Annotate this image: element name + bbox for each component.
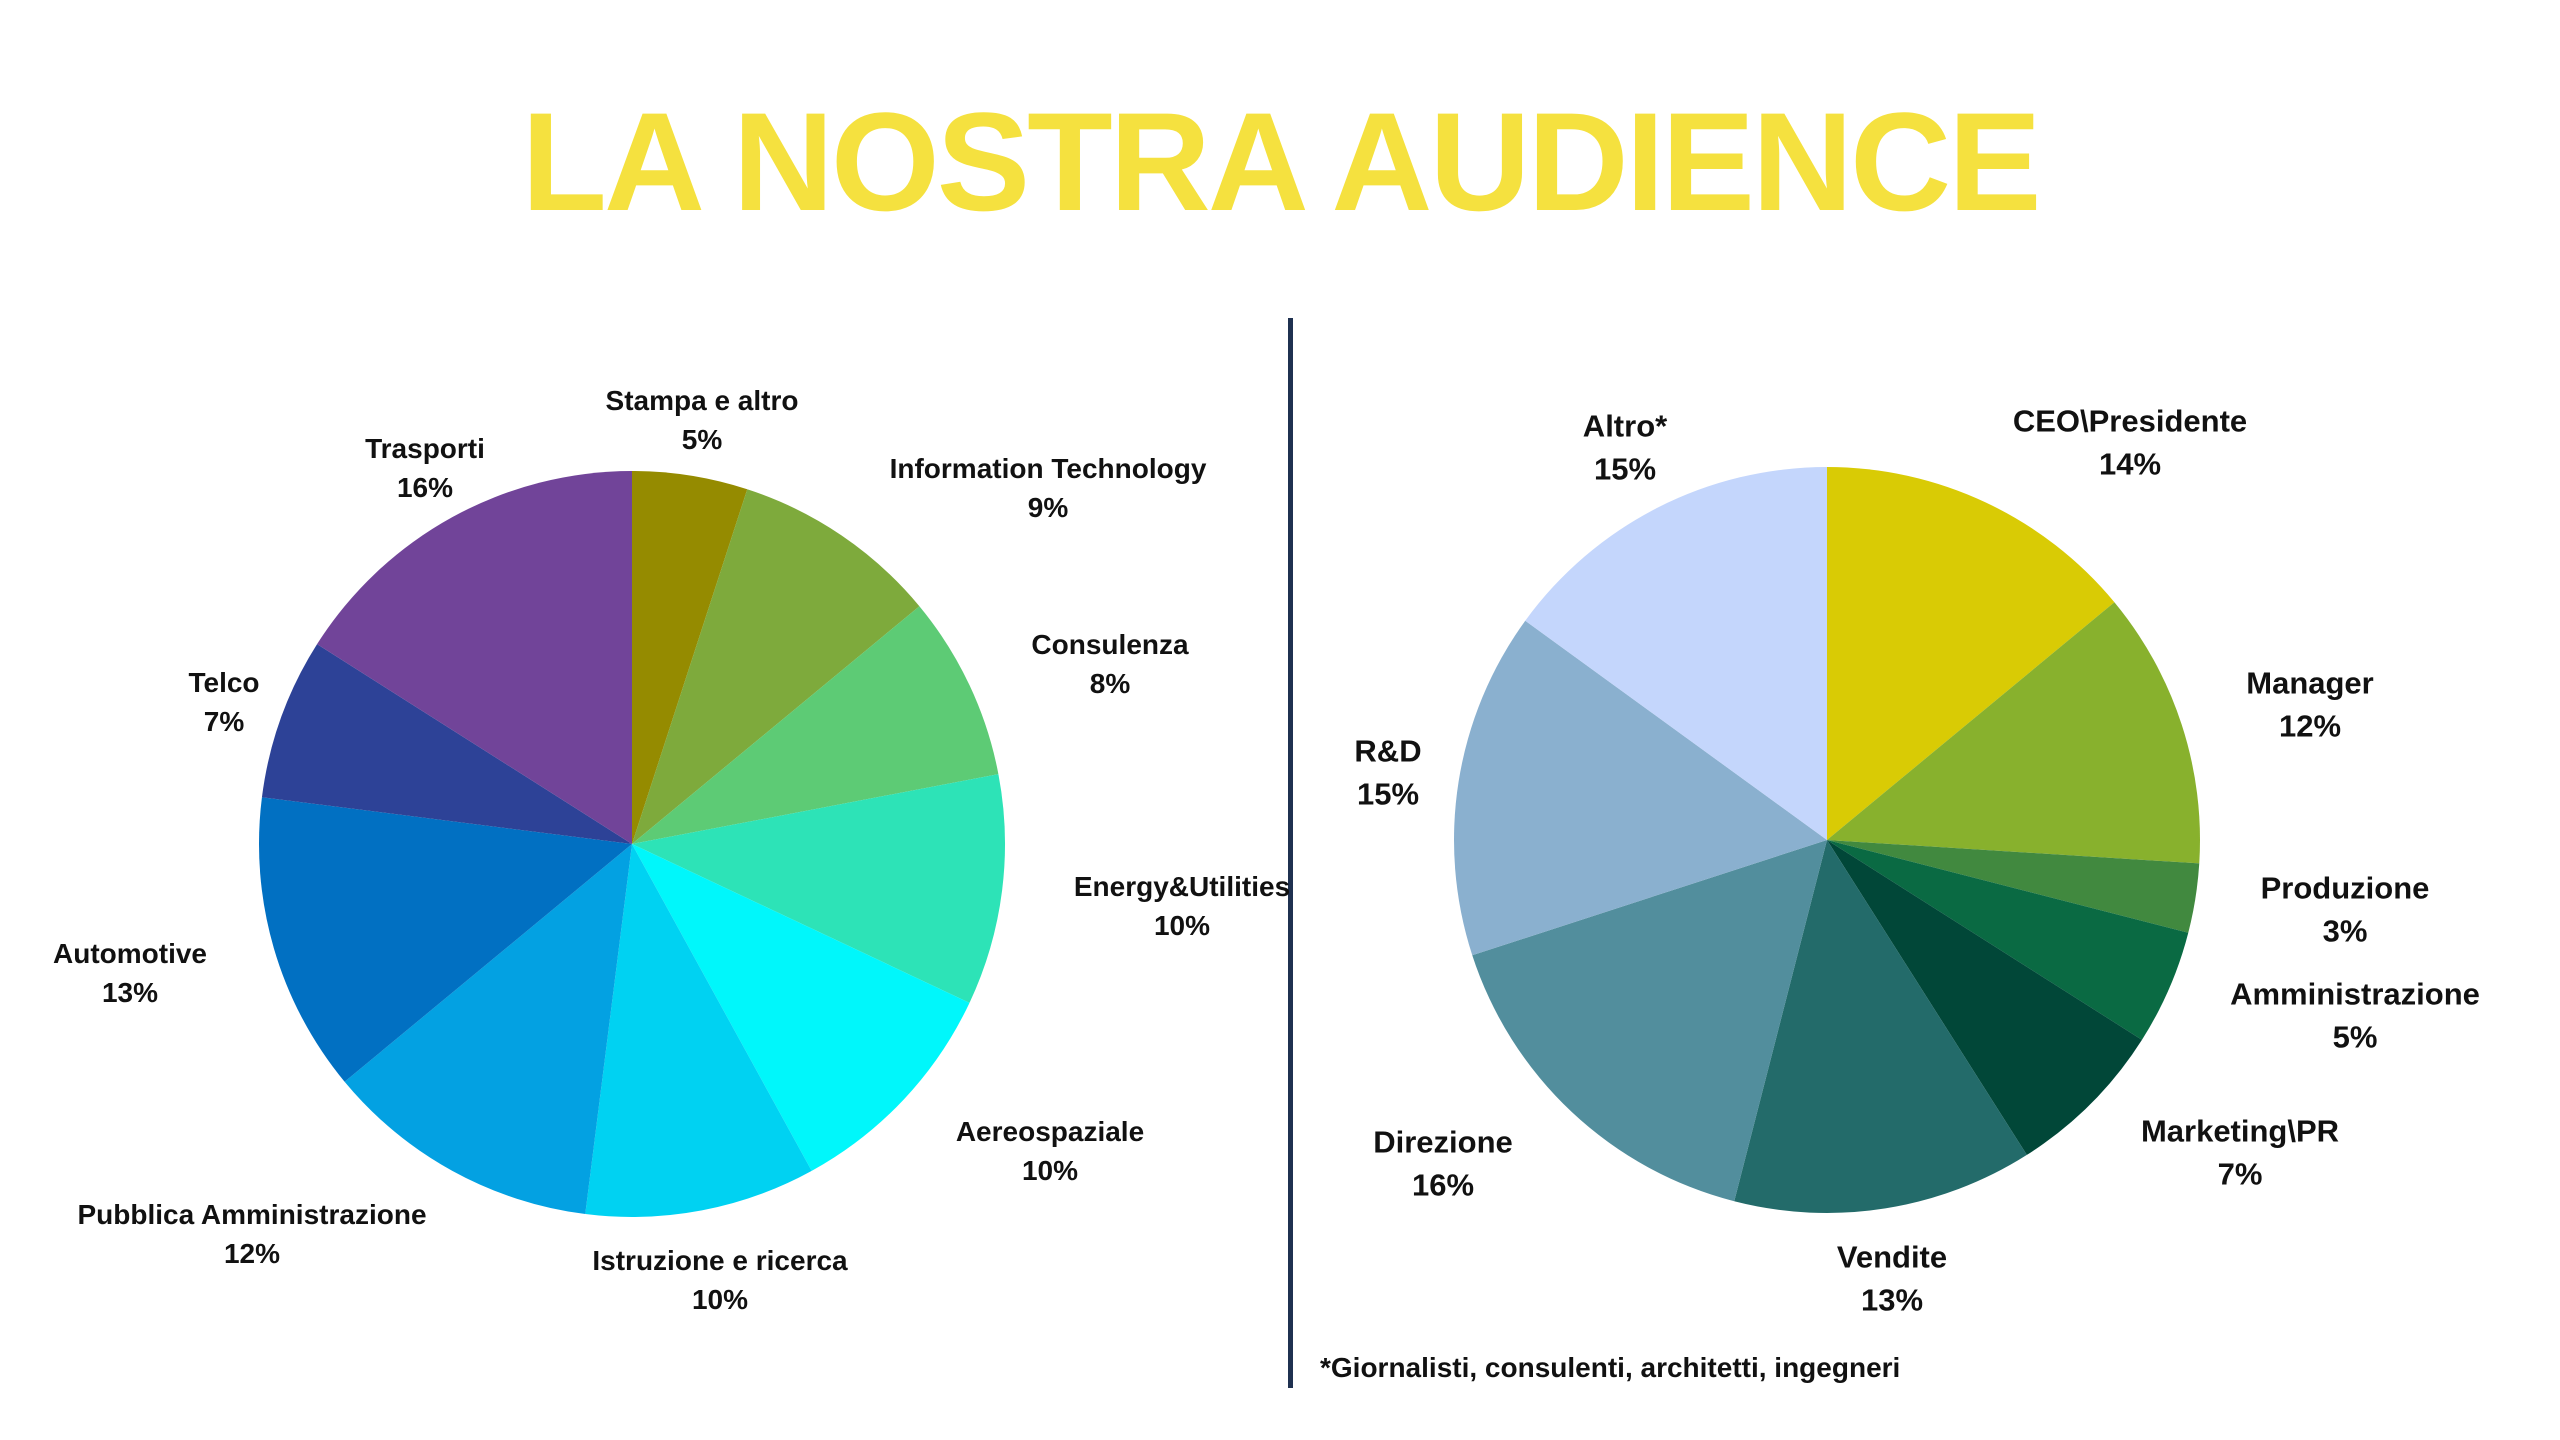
slice-label-value: 16% [396, 472, 454, 503]
pie-label: Direzione 16% [1373, 1121, 1513, 1208]
slice-label-name: Manager [2246, 665, 2374, 701]
slice-label-name: CEO\Presidente [2012, 403, 2248, 439]
pie-slice-r-d [1454, 620, 1827, 956]
slice-label-value: 7% [2217, 1157, 2263, 1192]
slice-label-value: 10% [1021, 1155, 1079, 1186]
pie-slice-ceo-presidente [1827, 467, 2115, 840]
slice-label-name: Stampa e altro [605, 384, 799, 416]
slice-label-name: Altro* [1582, 408, 1668, 444]
pie-label: CEO\Presidente 14% [2013, 400, 2247, 487]
pie-label: Energy&Utilities 10% [1074, 867, 1290, 945]
pie-slice-energy-utilities [632, 774, 1005, 1003]
slice-label-value: 9% [1027, 492, 1069, 523]
pie-slice-trasporti [317, 471, 632, 844]
pie-slice-automotive [258, 797, 632, 1082]
pie-slice-consulenza [632, 606, 999, 844]
slice-label-name: Consulenza [1031, 628, 1189, 660]
pie-label: Pubblica Amministrazione 12% [77, 1195, 426, 1273]
pie-label: Automotive 13% [53, 934, 207, 1012]
slice-label-value: 8% [1089, 668, 1131, 699]
slice-label-name: Marketing\PR [2140, 1113, 2340, 1149]
chart-divider [1288, 318, 1293, 1388]
slice-label-value: 16% [1411, 1168, 1475, 1203]
slice-label-value: 14% [2098, 447, 2162, 482]
slice-label-name: Information Technology [889, 452, 1207, 484]
pie-slice-information-technology [632, 489, 920, 844]
pie-label: Manager 12% [2246, 662, 2373, 749]
pie-label: Istruzione e ricerca 10% [592, 1241, 847, 1319]
pie-slice-istruzione-e-ricerca [585, 844, 812, 1218]
slice-label-value: 10% [691, 1284, 749, 1315]
pie-slice-amministrazione [1827, 840, 2189, 1040]
pie-slice-manager [1827, 602, 2200, 864]
pie-label: Amministrazione 5% [2230, 973, 2480, 1060]
pie-label: Produzione 3% [2261, 867, 2430, 954]
slice-label-name: Automotive [53, 937, 207, 969]
pie-slice-pubblica-amministrazione [344, 844, 632, 1215]
slice-label-name: Telco [188, 666, 260, 698]
slice-label-value: 7% [203, 706, 245, 737]
pie-label: Vendite 13% [1837, 1236, 1947, 1323]
slice-label-value: 10% [1153, 910, 1211, 941]
slice-label-value: 3% [2322, 914, 2368, 949]
slice-label-name: Amministrazione [2230, 976, 2480, 1012]
pie-slice-produzione [1827, 840, 2200, 933]
slice-label-name: Direzione [1373, 1124, 1513, 1160]
slice-label-value: 15% [1356, 777, 1420, 812]
slice-label-name: Trasporti [365, 432, 485, 464]
slice-label-value: 12% [223, 1238, 281, 1269]
slice-label-value: 5% [2332, 1020, 2378, 1055]
slice-label-value: 12% [2278, 709, 2342, 744]
slice-label-value: 13% [1860, 1283, 1924, 1318]
pie-role-chart [1454, 467, 2200, 1213]
slice-label-value: 15% [1593, 452, 1657, 487]
pie-label: Altro* 15% [1583, 405, 1667, 492]
pie-label: Telco 7% [188, 663, 259, 741]
pie-label: Aereospaziale 10% [956, 1112, 1144, 1190]
slice-label-name: Produzione [2260, 870, 2430, 906]
slice-label-name: Istruzione e ricerca [592, 1244, 848, 1276]
pie-slice-vendite [1734, 840, 2027, 1213]
pie-slice-altro [1525, 467, 1827, 840]
slice-label-name: R&D [1354, 733, 1422, 769]
page-title: LA NOSTRA AUDIENCE [521, 83, 2041, 240]
pie-label: Marketing\PR 7% [2141, 1110, 2339, 1197]
slice-label-value: 13% [101, 977, 159, 1008]
pie-label: R&D 15% [1354, 730, 1421, 817]
slice-label-name: Aereospaziale [955, 1115, 1145, 1147]
slice-label-name: Pubblica Amministrazione [77, 1198, 427, 1230]
pie-label: Consulenza 8% [1031, 625, 1188, 703]
pie-sector-chart [258, 471, 1005, 1218]
slice-label-value: 5% [681, 424, 723, 455]
pie-slice-marketing-pr [1827, 840, 2142, 1155]
pie-slice-aereospaziale [632, 844, 970, 1171]
pie-label: Trasporti 16% [365, 429, 485, 507]
footnote: *Giornalisti, consulenti, architetti, in… [1320, 1352, 1901, 1383]
pie-label: Information Technology 9% [890, 449, 1207, 527]
pie-slice-direzione [1472, 840, 1827, 1202]
pie-label: Stampa e altro 5% [606, 381, 799, 459]
slice-label-name: Energy&Utilities [1073, 870, 1291, 902]
pie-slice-stampa-e-altro [632, 471, 748, 844]
slice-label-name: Vendite [1836, 1239, 1948, 1275]
pie-slice-telco [261, 644, 632, 844]
